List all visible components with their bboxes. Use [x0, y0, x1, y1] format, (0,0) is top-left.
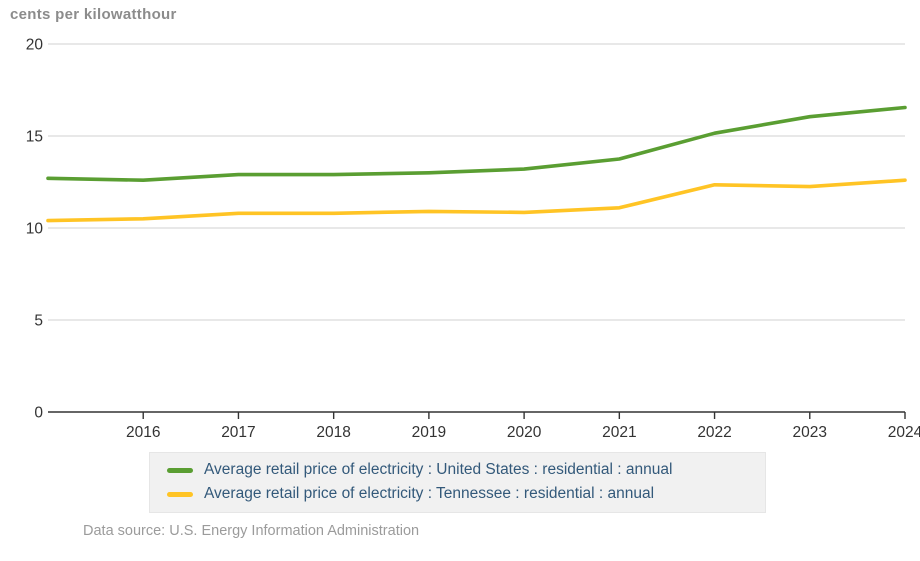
x-tick-label-2024: 2024 — [888, 424, 920, 441]
y-tick-label-15: 15 — [26, 129, 43, 146]
legend-label-united-states: Average retail price of electricity : Un… — [204, 461, 673, 478]
x-tick-label-2023: 2023 — [793, 424, 827, 441]
x-tick-label-2017: 2017 — [221, 424, 255, 441]
y-tick-label-10: 10 — [26, 221, 44, 238]
tn-series-line — [46, 178, 907, 223]
x-tick-label-2019: 2019 — [412, 424, 446, 441]
legend-item-united-states: Average retail price of electricity : Un… — [167, 458, 757, 482]
x-tick-label-2018: 2018 — [316, 424, 350, 441]
line-chart: 0 5 10 15 20 2016 2017 2018 2019 2020 2021 2022 2023… — [26, 37, 920, 442]
tn-line-swatch-icon — [167, 491, 193, 497]
data-source-note: Data source: U.S. Energy Information Adm… — [83, 523, 420, 539]
x-tick-label-2020: 2020 — [507, 424, 542, 441]
chart-legend: Average retail price of electricity : Un… — [149, 452, 766, 513]
legend-item-tennessee: Average retail price of electricity : Te… — [167, 482, 757, 506]
x-tick-label-2021: 2021 — [602, 424, 636, 441]
x-tick-label-2016: 2016 — [126, 424, 160, 441]
x-tick-label-2022: 2022 — [697, 424, 731, 441]
us-line-swatch-icon — [167, 467, 193, 473]
us-series-line — [46, 105, 907, 182]
y-tick-label-0: 0 — [34, 405, 43, 422]
y-tick-label-5: 5 — [34, 313, 43, 330]
y-tick-label-20: 20 — [26, 37, 44, 54]
legend-label-tennessee: Average retail price of electricity : Te… — [204, 485, 655, 502]
chart-unit-title: cents per kilowatthour — [10, 6, 177, 23]
